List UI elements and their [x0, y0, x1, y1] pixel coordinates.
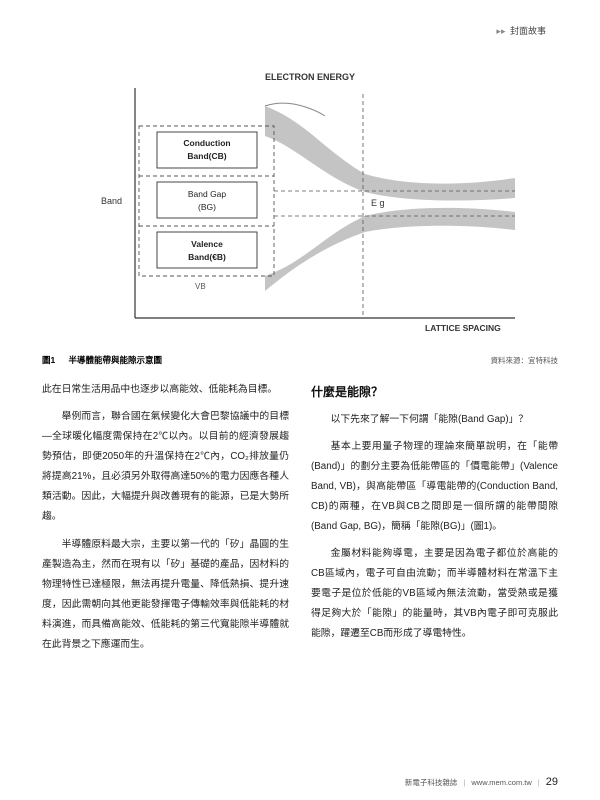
column-left: 此在日常生活用品中也逐步以高能效、低能耗為目標。 舉例而言，聯合國在氣候變化大會… — [42, 380, 289, 662]
cb-region — [265, 106, 515, 200]
body-columns: 此在日常生活用品中也逐步以高能效、低能耗為目標。 舉例而言，聯合國在氣候變化大會… — [42, 380, 558, 662]
vb-under-label: VB — [195, 282, 206, 291]
header-tag-text: 封面故事 — [510, 26, 546, 36]
x-axis-label: LATTICE SPACING — [425, 323, 501, 333]
band-label: Band — [101, 196, 122, 206]
fig-title: ELECTRON ENERGY — [265, 72, 355, 82]
bg-box — [157, 182, 257, 218]
svg-text:Band Gap: Band Gap — [188, 189, 227, 199]
col2-p1: 以下先來了解一下何謂「能隙(Band Gap)」？ — [311, 410, 558, 430]
fig-caption-num: 圖1 — [42, 355, 55, 365]
svg-text:(BG): (BG) — [198, 202, 216, 212]
eg-label: E g — [371, 198, 385, 208]
svg-text:Band(CB): Band(CB) — [187, 151, 226, 161]
footer-sep-icon: | — [538, 778, 540, 787]
figure-caption: 圖1 半導體能帶與能隙示意圖 資料來源：宜特科技 — [42, 354, 558, 366]
footer-sep-icon: | — [463, 778, 465, 787]
svg-text:Valence: Valence — [191, 239, 223, 249]
page-footer: 新電子科技雜誌 | www.mem.com.tw | 29 — [405, 776, 558, 788]
col2-p3: 金屬材料能夠導電，主要是因為電子都位於高能的CB區域內，電子可自由流動；而半導體… — [311, 544, 558, 644]
col1-p2: 舉例而言，聯合國在氣候變化大會巴黎協議中的目標—全球暖化幅度需保持在2℃以內。以… — [42, 407, 289, 527]
fig-caption-source: 資料來源：宜特科技 — [491, 355, 559, 366]
column-right: 什麼是能隙？ 以下先來了解一下何謂「能隙(Band Gap)」？ 基本上要用量子… — [311, 380, 558, 662]
vb-region — [265, 208, 515, 291]
footer-magazine: 新電子科技雜誌 — [405, 777, 458, 788]
col2-p2: 基本上要用量子物理的理論來簡單說明，在「能帶(Band)」的劃分主要為低能帶區的… — [311, 437, 558, 537]
page-number: 29 — [546, 776, 558, 788]
svg-text:Band(€B): Band(€B) — [188, 252, 226, 262]
footer-url: www.mem.com.tw — [471, 778, 531, 787]
fig-caption-text: 半導體能帶與能隙示意圖 — [69, 355, 163, 365]
vb-box — [157, 232, 257, 268]
col1-p1: 此在日常生活用品中也逐步以高能效、低能耗為目標。 — [42, 380, 289, 400]
section-heading: 什麼是能隙？ — [311, 380, 558, 405]
col1-p3: 半導體原料最大宗，主要以第一代的「矽」晶圓的生產製造為主，然而在現有以「矽」基礎… — [42, 535, 289, 655]
figure-band-diagram: ELECTRON ENERGY E g Band VB — [42, 66, 558, 346]
header-arrow-icon: ▸▸ — [496, 26, 505, 36]
header-category: ▸▸ 封面故事 — [496, 24, 546, 37]
svg-text:Conduction: Conduction — [183, 138, 230, 148]
